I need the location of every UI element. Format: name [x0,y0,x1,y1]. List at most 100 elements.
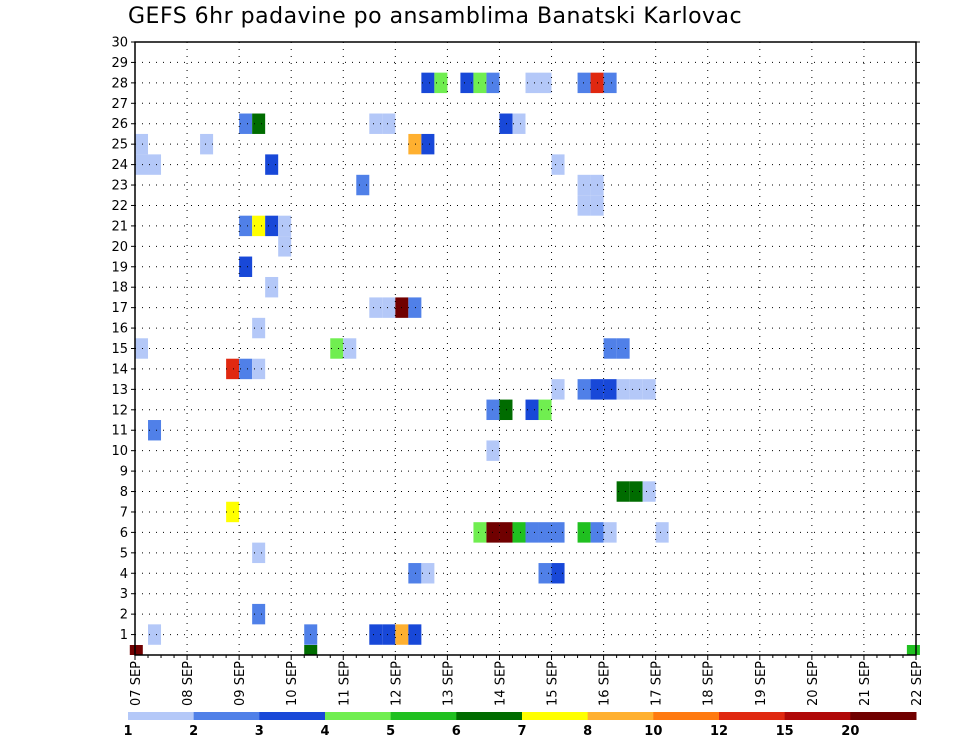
heatmap-cell [382,297,396,318]
heatmap-cell [551,154,565,175]
heatmap-cell [577,195,591,216]
y-tick-label: 30 [111,36,128,51]
heatmap-cell [239,358,253,380]
colorbar-label: 15 [776,724,794,739]
y-tick-label: 28 [111,76,128,91]
heatmap-cell [239,113,253,134]
colorbar-swatch [653,712,720,720]
y-tick-label: 6 [120,526,128,541]
colorbar-label: 6 [452,724,461,739]
x-axis: 07 SEP 08 SEP 09 SEP 10 SEP 11 SEP 12 SEP 13 S… [129,655,925,706]
y-tick-label: 11 [111,424,128,439]
heatmap-cell [252,215,266,237]
colorbar-label: 7 [517,724,526,739]
heatmap-cell [304,645,318,655]
heatmap-cell [330,338,344,359]
heatmap-cell [538,563,552,584]
colorbar-swatch [259,712,326,720]
heatmap-cell [473,72,487,94]
heatmap-cell [603,522,617,543]
heatmap-cell [421,72,435,94]
y-tick-label: 1 [120,628,128,643]
heatmap-cell [616,379,630,400]
heatmap-cell [655,522,669,543]
heatmap-cell [148,154,162,175]
heatmap-cell [239,215,253,237]
heatmap-cell [577,72,591,94]
heatmap-cell [525,399,539,421]
y-tick-label: 12 [111,403,128,418]
x-tick-label: 17 SEP [650,661,665,706]
y-tick-label: 24 [111,158,128,173]
heatmap-cell [512,522,526,543]
x-tick-label: 18 SEP [702,661,717,706]
x-tick-label: 13 SEP [441,661,456,706]
heatmap-cell [538,522,552,543]
y-tick-label: 13 [111,383,128,398]
heatmap-cell [252,358,266,380]
heatmap-cell [603,379,617,400]
heatmap-cell [382,624,396,645]
heatmap-cell [642,481,656,502]
heatmap-cell [382,113,396,134]
y-tick-label: 7 [120,505,128,520]
y-tick-label: 27 [111,97,128,112]
x-tick-label: 19 SEP [754,661,769,706]
heatmap-cell [629,379,643,400]
heatmap-cell [551,522,565,543]
heatmap-cell [525,522,539,543]
heatmap-cell [343,338,357,359]
heatmap-cell [252,603,266,625]
colorbar-label: 2 [189,724,198,739]
cells-layer [129,72,920,655]
heatmap-cell [265,215,279,237]
heatmap-cell [148,624,162,645]
x-tick-label: 15 SEP [546,661,561,706]
y-tick-label: 22 [111,199,128,214]
heatmap-cell [577,522,591,543]
heatmap-cell [369,297,383,318]
colorbar-swatch [522,712,589,720]
heatmap-cell [135,154,149,175]
y-tick-label: 5 [120,546,128,561]
heatmap-cell [642,379,656,400]
x-tick-label: 12 SEP [389,661,404,706]
colorbar-swatch [850,712,917,720]
y-tick-label: 20 [111,240,128,255]
heatmap-cell [239,256,253,277]
heatmap-cell [135,338,149,359]
y-tick-label: 9 [120,465,128,480]
heatmap-cell [434,72,448,94]
y-tick-label: 3 [120,587,128,602]
heatmap-cell [148,420,162,441]
heatmap-cell [129,645,143,655]
heatmap-cell [577,379,591,400]
colorbar-label: 5 [386,724,395,739]
heatmap-cell [577,174,591,196]
y-tick-label: 21 [111,219,128,234]
heatmap-cell [538,399,552,421]
heatmap-cell [135,133,149,155]
heatmap-cell [226,501,240,523]
heatmap-cell [200,133,214,155]
x-tick-label: 21 SEP [858,661,873,706]
x-tick-label: 11 SEP [337,661,352,706]
colorbar-label: 8 [583,724,592,739]
heatmap-cell [278,236,292,257]
heatmap-cell [226,358,240,380]
y-tick-label: 17 [111,301,128,316]
heatmap-cell [356,174,370,196]
heatmap-cell [906,645,920,655]
y-tick-label: 2 [120,608,128,623]
x-tick-label: 08 SEP [181,661,196,706]
heatmap-cell [252,113,266,134]
y-tick-label: 8 [120,485,128,500]
heatmap-cell [278,215,292,237]
colorbar-label: 12 [710,724,728,739]
heatmap-cell [408,563,422,584]
x-tick-label: 09 SEP [233,661,248,706]
colorbar-label: 1 [123,724,132,739]
y-tick-label: 15 [111,342,128,357]
heatmap-cell [421,133,435,155]
